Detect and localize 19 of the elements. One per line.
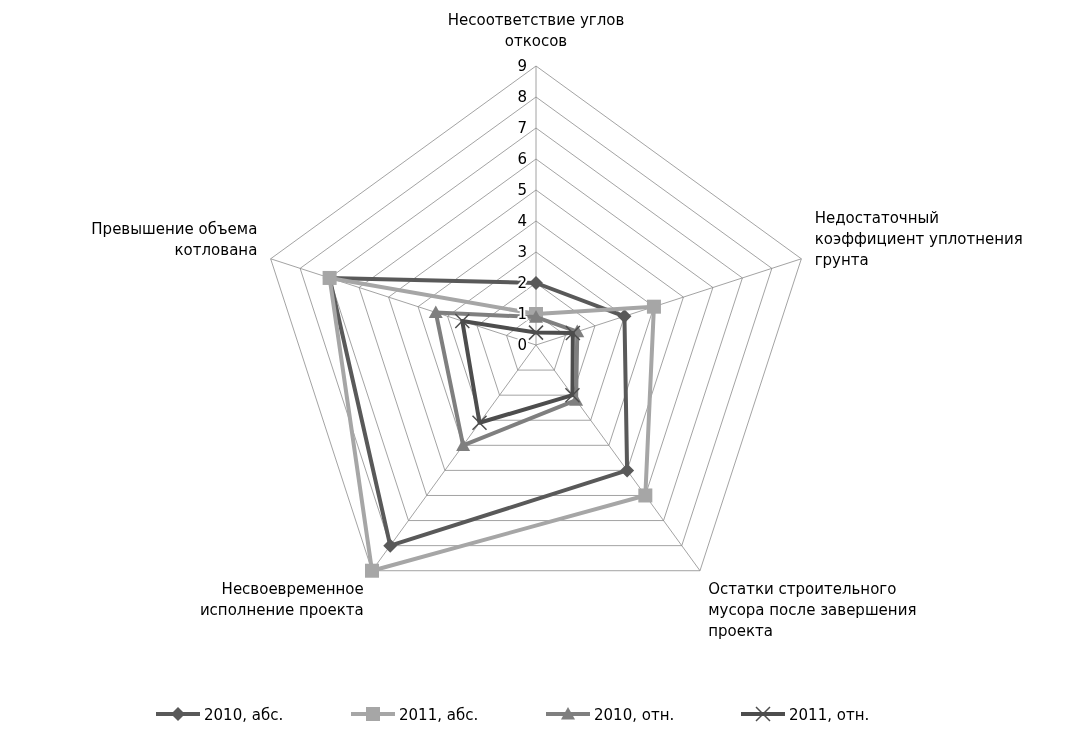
spoke-label: Несоответствие углов откосов xyxy=(447,11,625,50)
y-tick-label: 9 xyxy=(517,57,527,75)
spoke-label: Превышение объема котлована xyxy=(91,219,258,259)
y-tick-label: 7 xyxy=(517,119,527,137)
y-tick-label: 4 xyxy=(517,212,527,230)
y-tick-label: 3 xyxy=(517,243,527,261)
legend-label: 2011, абс. xyxy=(399,706,479,724)
spoke-label: Недостаточный коэффициент уплотнения грунта xyxy=(814,209,1023,270)
legend-label: 2010, абс. xyxy=(204,706,284,724)
y-tick-label: 0 xyxy=(517,336,527,354)
y-tick-label: 6 xyxy=(517,150,527,168)
legend-label: 2011, отн. xyxy=(789,706,870,724)
y-tick-label: 1 xyxy=(517,305,527,323)
y-tick-label: 2 xyxy=(517,274,527,292)
y-tick-label: 8 xyxy=(517,88,527,106)
spoke-label: Остатки строительного мусора после завершения проекта xyxy=(708,580,917,641)
spoke-label: Несвоевременное исполнение проекта xyxy=(199,580,364,620)
legend-label: 2010, отн. xyxy=(594,706,675,724)
y-tick-label: 5 xyxy=(517,181,527,199)
